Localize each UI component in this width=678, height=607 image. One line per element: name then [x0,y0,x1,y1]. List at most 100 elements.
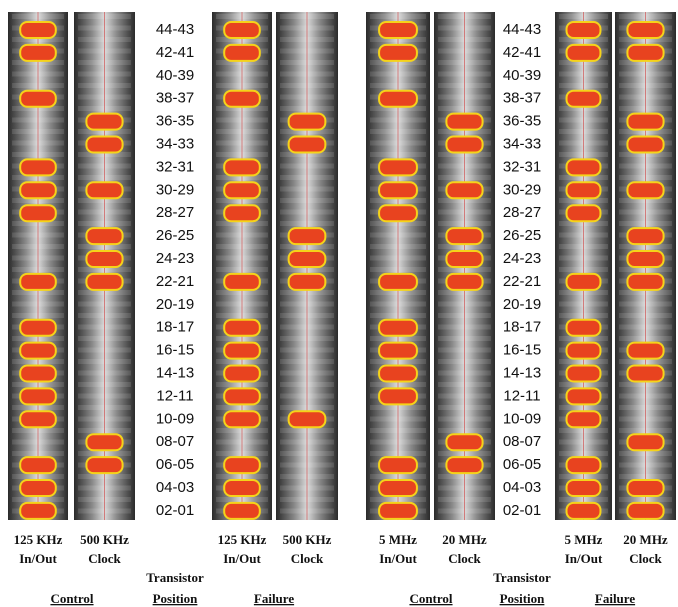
hot-spot [21,183,55,198]
hot-spot [628,366,663,381]
hot-spot [21,274,55,289]
hot-spot [289,114,325,129]
hot-spot [21,389,55,404]
hot-spot [567,91,600,106]
hot-spot [380,366,416,381]
hot-spot [567,45,600,60]
hot-spot [21,91,55,106]
hot-spot [289,274,325,289]
hot-spot [447,114,482,129]
hot-spot [380,183,416,198]
position-label: 26-25 [503,227,541,244]
group-label: Failure [254,591,294,606]
hot-spot [447,137,482,152]
hot-spot [628,503,663,518]
position-label: 20-19 [156,296,194,313]
strip-label: 20 MHz [623,532,668,547]
strip-label: 500 KHz [283,532,332,547]
hot-spot [21,481,55,495]
position-label: 36-35 [156,113,194,130]
strip-label: 20 MHz [442,532,487,547]
hot-spot [380,206,416,221]
hot-spot [628,137,663,152]
hot-spot [225,366,259,381]
position-label: 16-15 [503,342,541,359]
group-label: Control [50,591,93,606]
position-label: 04-03 [156,479,194,496]
hot-spot [380,23,416,37]
hot-spot [380,91,416,106]
position-label: 28-27 [503,204,541,221]
strip-label: In/Out [19,551,57,566]
position-label: 44-43 [156,21,194,38]
strip-label: 5 MHz [565,532,603,547]
hot-spot [628,343,663,358]
hot-spot [567,206,600,221]
strip-label: In/Out [223,551,261,566]
hot-spot [21,206,55,221]
position-label: 34-33 [503,135,541,152]
hot-spot [225,458,259,473]
hot-spot [225,45,259,60]
position-label: 38-37 [156,90,194,107]
hot-spot [87,114,122,129]
hot-spot [628,114,663,129]
group-label: Failure [595,591,635,606]
position-label: 38-37 [503,90,541,107]
hot-spot [225,389,259,404]
hot-spot [87,137,122,152]
hot-spot [87,274,122,289]
position-label: 12-11 [156,387,193,404]
hot-spot [380,458,416,473]
hot-spot [225,274,259,289]
hot-spot [447,229,482,244]
position-label: 08-07 [503,433,541,450]
position-label: 16-15 [156,342,194,359]
position-label: 18-17 [503,319,541,336]
position-label: 32-31 [503,158,541,175]
hot-spot [225,160,259,175]
hot-spot [21,320,55,335]
hot-spot [21,366,55,381]
hot-spot [628,274,663,289]
position-label: 40-39 [156,67,194,84]
hot-spot [380,343,416,358]
hot-spot [380,389,416,404]
strip-label: Clock [448,551,481,566]
hot-spot [567,412,600,427]
hot-spot [21,458,55,473]
position-label: 02-01 [156,502,194,519]
hot-spot [447,274,482,289]
hot-spot [380,160,416,175]
hot-spot [21,23,55,37]
position-label: 44-43 [503,21,541,38]
hot-spot [225,412,259,427]
hot-spot [380,503,416,518]
hot-spot [21,343,55,358]
hot-spot [628,229,663,244]
position-label: 06-05 [156,456,194,473]
strip-label: In/Out [379,551,417,566]
position-label: 06-05 [503,456,541,473]
strip-label: Clock [88,551,121,566]
hot-spot [87,252,122,266]
hot-spot [225,481,259,495]
strip-label: Clock [291,551,324,566]
hot-spot [567,23,600,37]
position-label: 20-19 [503,296,541,313]
position-label: 18-17 [156,319,194,336]
hot-spot [289,229,325,244]
hot-spot [225,343,259,358]
position-label: 42-41 [156,44,194,61]
position-label: 22-21 [503,273,541,290]
hot-spot [567,458,600,473]
hot-spot [628,23,663,37]
hot-spot [567,274,600,289]
hot-spot [628,435,663,450]
position-label: 12-11 [503,387,540,404]
hot-spot [21,45,55,60]
hot-spot [628,252,663,266]
hot-spot [567,481,600,495]
hot-spot [447,435,482,450]
